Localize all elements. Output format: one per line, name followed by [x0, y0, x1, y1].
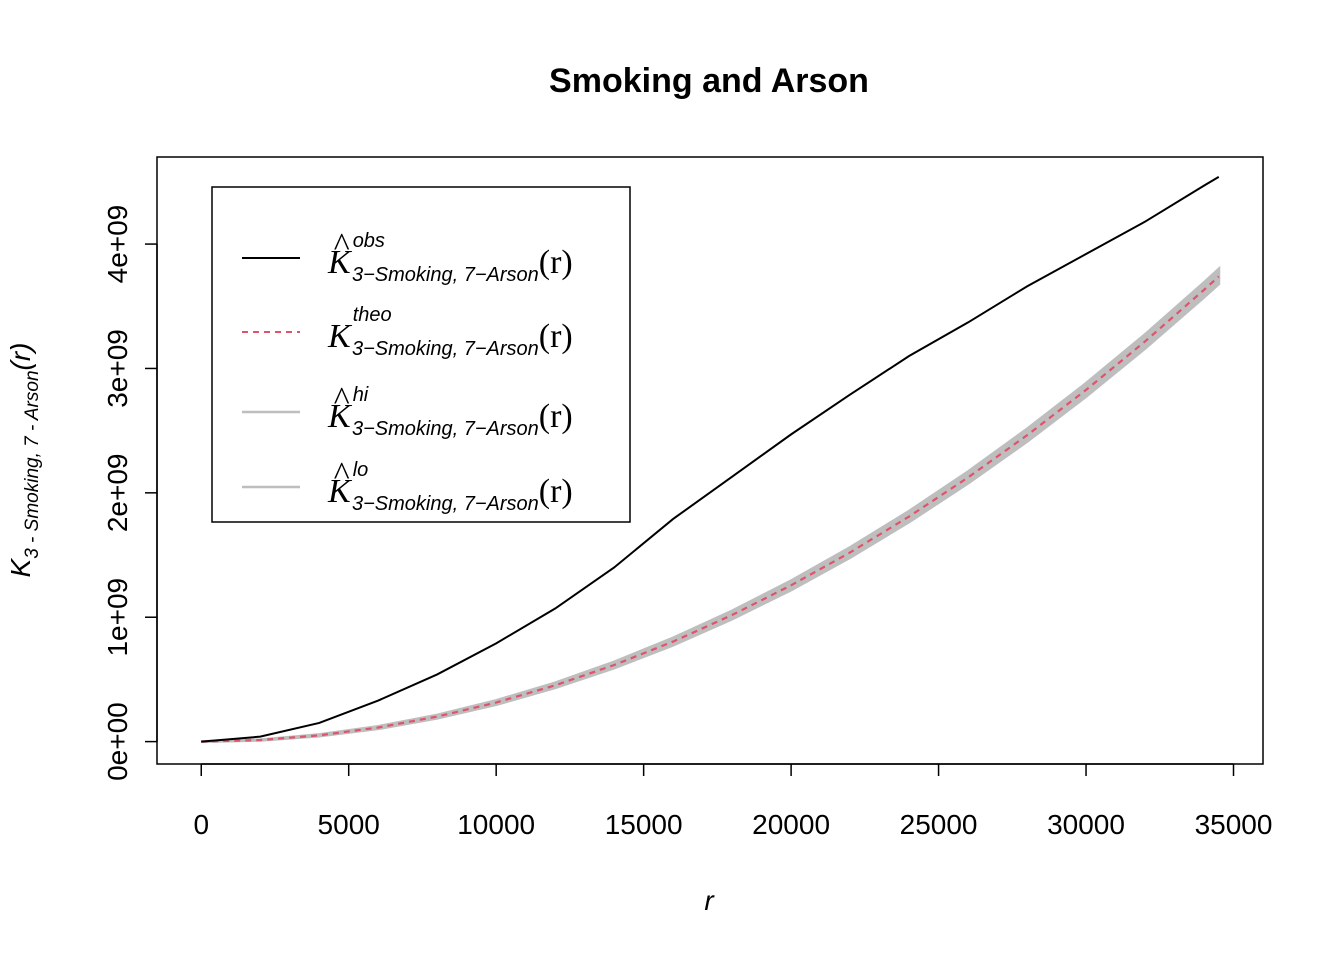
- legend-subscript: 3−Smoking, 7−Arson: [352, 418, 539, 440]
- x-tick-label: 5000: [318, 809, 380, 840]
- x-tick-label: 35000: [1195, 809, 1273, 840]
- legend-superscript: hi: [353, 384, 369, 406]
- y-tick-label: 0e+00: [102, 702, 133, 781]
- legend-argument: (r): [539, 398, 573, 435]
- legend-label-theo: Ktheo 3−Smoking, 7−Arson(r): [327, 304, 573, 360]
- x-tick-label: 10000: [457, 809, 535, 840]
- legend-hat-lo: ^: [333, 456, 350, 493]
- legend-subscript: 3−Smoking, 7−Arson: [352, 493, 539, 515]
- chart-title: Smoking and Arson: [549, 62, 869, 100]
- legend: Kobs 3−Smoking, 7−Arson(r)^Ktheo 3−Smoking…: [211, 186, 631, 523]
- y-tick-label: 3e+09: [102, 329, 133, 408]
- x-tick-label: 30000: [1047, 809, 1125, 840]
- legend-symbol: K: [327, 398, 353, 435]
- y-tick-label: 2e+09: [102, 454, 133, 533]
- series-line-obs: [201, 176, 1220, 743]
- legend-superscript: obs: [353, 230, 385, 252]
- y-axis-label: K3 - Smoking, 7 - Arson(r): [5, 343, 43, 578]
- legend-box: [211, 186, 631, 523]
- y-axis-label-symbol: K: [5, 557, 36, 577]
- legend-superscript: lo: [353, 459, 369, 481]
- y-axis-label-argument: (r): [5, 343, 36, 371]
- y-tick-label: 1e+09: [102, 578, 133, 657]
- legend-symbol: K: [327, 473, 353, 510]
- legend-argument: (r): [539, 244, 573, 281]
- legend-hat-hi: ^: [333, 381, 350, 418]
- series-layer: [201, 176, 1220, 743]
- legend-superscript: theo: [353, 304, 392, 326]
- x-axis: 0 5000 10000 15000 20000 25000 30000 35000: [193, 763, 1273, 840]
- series-line-theo: [201, 275, 1220, 743]
- x-tick-label: 15000: [605, 809, 683, 840]
- x-tick-label: 25000: [900, 809, 978, 840]
- x-tick-label: 20000: [752, 809, 830, 840]
- x-axis-label: r: [704, 885, 715, 916]
- y-tick-label: 4e+09: [102, 205, 133, 284]
- legend-label-lo: Klo 3−Smoking, 7−Arson(r): [327, 459, 573, 515]
- legend-subscript: 3−Smoking, 7−Arson: [352, 264, 539, 286]
- x-tick-label: 0: [193, 809, 209, 840]
- legend-symbol: K: [327, 244, 353, 281]
- legend-hat-obs: ^: [333, 227, 350, 264]
- legend-argument: (r): [539, 318, 573, 355]
- legend-argument: (r): [539, 473, 573, 510]
- legend-symbol: K: [327, 318, 353, 355]
- y-axis-label-subscript: 3 - Smoking, 7 - Arson: [22, 370, 43, 558]
- series-line-lo: [201, 283, 1220, 743]
- y-axis: 0e+00 1e+09 2e+09 3e+09 4e+09: [102, 205, 158, 781]
- legend-label-obs: Kobs 3−Smoking, 7−Arson(r): [327, 230, 573, 286]
- legend-subscript: 3−Smoking, 7−Arson: [352, 338, 539, 360]
- legend-label-hi: Khi 3−Smoking, 7−Arson(r): [327, 384, 573, 440]
- svg-text:K3 - Smoking, 7 - Arson(r): K3 - Smoking, 7 - Arson(r): [5, 343, 43, 578]
